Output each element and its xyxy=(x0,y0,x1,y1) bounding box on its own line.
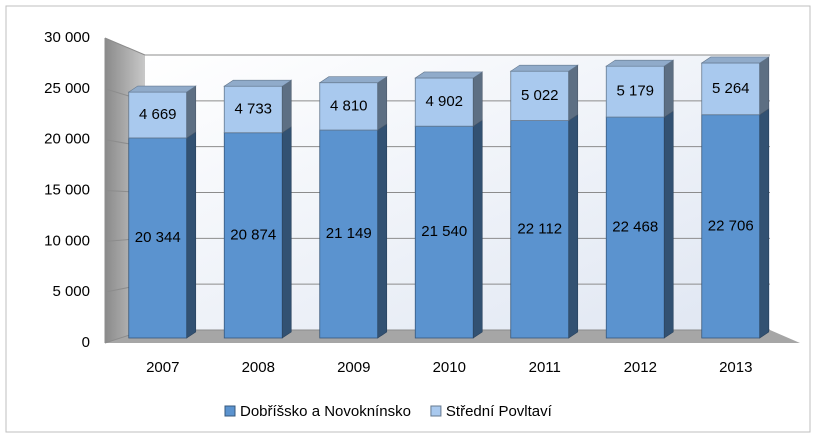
x-tick-label: 2013 xyxy=(719,359,752,376)
value-label: 22 112 xyxy=(517,220,562,237)
bar-side xyxy=(186,85,197,139)
bar-front xyxy=(128,137,188,339)
bar-segment xyxy=(128,131,197,339)
value-label: 4 733 xyxy=(234,100,272,117)
value-label: 5 022 xyxy=(521,87,559,104)
value-label: 22 706 xyxy=(708,217,754,234)
legend-swatch xyxy=(430,405,442,417)
bar-side xyxy=(377,76,388,131)
x-tick-label: 2012 xyxy=(624,359,657,376)
y-tick-label: 20 000 xyxy=(44,131,90,148)
bar-front xyxy=(223,85,283,134)
bar-side xyxy=(759,56,770,116)
bar-top xyxy=(318,76,388,84)
bar-side xyxy=(759,108,770,339)
y-tick-label: 10 000 xyxy=(44,232,90,249)
bar-top xyxy=(223,79,293,87)
bar-top xyxy=(700,56,770,64)
bar-side xyxy=(186,131,197,339)
x-tick-label: 2007 xyxy=(146,359,179,376)
x-tick-label: 2009 xyxy=(337,359,370,376)
value-label: 5 179 xyxy=(616,83,654,100)
value-label: 20 874 xyxy=(230,226,276,243)
value-label: 4 810 xyxy=(330,97,368,114)
bar-side xyxy=(663,59,674,118)
bar-segment xyxy=(223,79,293,134)
bar-front xyxy=(319,129,379,339)
x-tick-label: 2011 xyxy=(529,359,561,376)
bar-front xyxy=(414,125,474,339)
legend-label: Střední Povltaví xyxy=(446,403,553,420)
value-label: 5 264 xyxy=(712,80,750,97)
bar-segment xyxy=(701,108,770,339)
bar-segment xyxy=(605,110,674,339)
legend-swatch xyxy=(224,405,236,417)
bar-side xyxy=(472,71,483,127)
y-tick-label: 25 000 xyxy=(44,80,90,97)
value-label: 22 468 xyxy=(612,219,658,236)
bar-side xyxy=(568,64,579,122)
bar-side xyxy=(663,110,674,339)
bar-front xyxy=(701,62,761,116)
bar-top xyxy=(414,71,484,79)
bar-side xyxy=(472,119,483,339)
bar-segment xyxy=(605,59,675,118)
value-label: 4 669 xyxy=(139,106,177,123)
bar-segment xyxy=(319,123,388,339)
value-label: 20 344 xyxy=(135,229,181,246)
bar-front xyxy=(605,116,665,339)
bar-segment xyxy=(414,71,484,127)
bar-top xyxy=(127,85,197,93)
bar-segment xyxy=(700,56,770,116)
bar-segment xyxy=(414,119,483,339)
y-tick-label: 15 000 xyxy=(44,181,90,198)
bar-side xyxy=(377,123,388,339)
x-tick-label: 2008 xyxy=(242,359,275,376)
bar-segment xyxy=(127,85,197,139)
x-tick-label: 2010 xyxy=(433,359,466,376)
bar-front xyxy=(701,114,761,339)
y-tick-label: 5 000 xyxy=(52,283,90,300)
bar-segment xyxy=(318,76,388,131)
y-tick-label: 30 000 xyxy=(44,29,90,46)
bar-top xyxy=(509,64,579,72)
bar-segment xyxy=(509,64,579,122)
grid-line-side xyxy=(104,37,146,56)
legend-label: Dobříšsko a Novoknínsko xyxy=(240,403,411,420)
bar-front xyxy=(510,70,570,121)
y-tick-label: 0 xyxy=(82,334,90,351)
bar-front xyxy=(605,65,665,118)
bar-front xyxy=(414,77,474,127)
bar-top xyxy=(605,59,675,67)
value-label: 21 540 xyxy=(421,223,467,240)
bar-side xyxy=(281,126,292,339)
bar-side xyxy=(568,114,579,339)
bar-side xyxy=(281,79,292,134)
value-label: 21 149 xyxy=(326,225,372,242)
value-label: 4 902 xyxy=(425,93,463,110)
